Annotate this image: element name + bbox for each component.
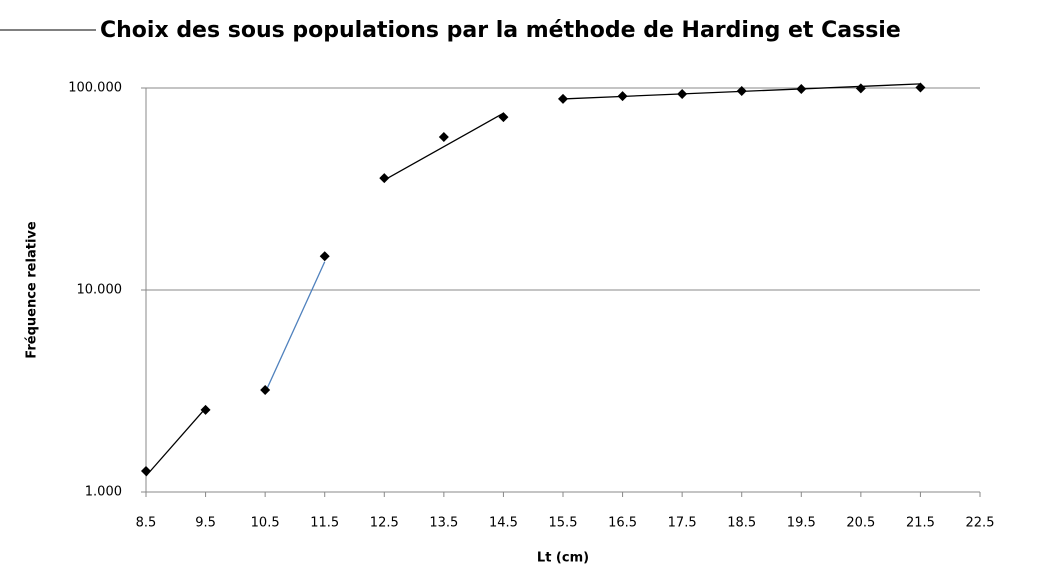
- y-tick-label: 1.000: [85, 485, 122, 500]
- y-tick-label: 100.000: [68, 81, 122, 96]
- data-point: [319, 251, 330, 262]
- y-axis-title: Fréquence relative: [25, 221, 40, 359]
- y-tick-label: 10.000: [77, 283, 123, 298]
- chart-title: Choix des sous populations par la méthod…: [100, 18, 901, 43]
- x-tick-label: 11.5: [310, 516, 339, 531]
- trendline: [383, 112, 504, 181]
- data-point: [855, 83, 866, 94]
- x-tick-label: 20.5: [846, 516, 875, 531]
- x-tick-label: 10.5: [251, 516, 280, 531]
- x-tick-label: 18.5: [727, 516, 756, 531]
- x-tick-label: 9.5: [195, 516, 216, 531]
- data-point: [915, 82, 926, 93]
- data-point: [736, 85, 747, 96]
- x-tick-label: 22.5: [966, 516, 995, 531]
- x-tick-label: 15.5: [549, 516, 578, 531]
- x-tick-label: 16.5: [608, 516, 637, 531]
- x-tick-label: 13.5: [429, 516, 458, 531]
- data-point: [677, 88, 688, 99]
- x-tick-label: 17.5: [668, 516, 697, 531]
- x-axis-title: Lt (cm): [537, 551, 589, 566]
- data-point: [379, 173, 390, 184]
- data-point: [558, 93, 568, 104]
- data-point: [200, 404, 211, 415]
- x-tick-label: 14.5: [489, 516, 518, 531]
- data-point: [796, 83, 807, 94]
- data-point: [617, 91, 628, 102]
- trendline: [264, 261, 326, 394]
- data-point: [141, 466, 151, 477]
- data-point: [438, 132, 449, 143]
- trendline: [145, 407, 207, 477]
- x-tick-label: 19.5: [787, 516, 816, 531]
- data-point: [498, 112, 509, 123]
- x-tick-label: 8.5: [136, 516, 157, 531]
- data-point: [260, 384, 271, 395]
- x-tick-label: 12.5: [370, 516, 399, 531]
- x-tick-label: 21.5: [906, 516, 935, 531]
